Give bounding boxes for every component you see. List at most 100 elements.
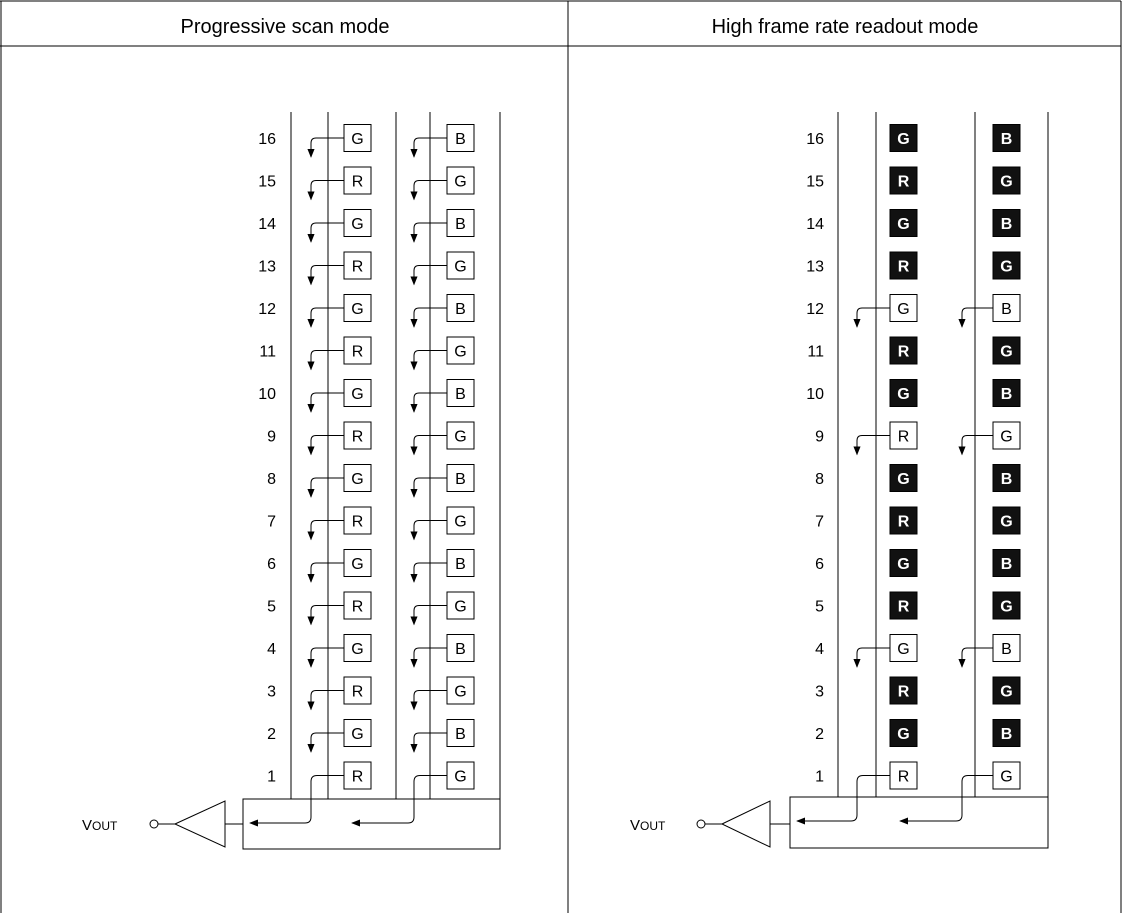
row-number: 7 <box>815 514 824 531</box>
pixel-label: G <box>454 514 466 531</box>
row-number: 12 <box>806 301 824 318</box>
transfer-arrow <box>410 137 447 158</box>
pixel-cell <box>889 124 918 152</box>
transfer-arrow <box>410 222 447 243</box>
pixel-cell <box>889 506 918 535</box>
pixel-label: B <box>1001 301 1012 318</box>
readout-arrow <box>249 775 344 827</box>
pixel-cell <box>992 464 1021 492</box>
row-number: 13 <box>806 259 824 276</box>
pixel-cell <box>889 251 918 280</box>
row-number: 4 <box>815 641 824 658</box>
row-number: 16 <box>258 131 276 148</box>
pixel-cell <box>343 464 372 492</box>
pixel-cell <box>889 336 918 365</box>
transfer-arrow <box>307 265 344 286</box>
pixel-label: G <box>351 216 363 233</box>
row-number: 12 <box>258 301 276 318</box>
pixel-label: G <box>1000 259 1012 276</box>
pixel-label: G <box>351 301 363 318</box>
pixel-cell <box>343 124 372 152</box>
pixel-cell <box>992 294 1021 322</box>
pixel-cell <box>343 676 372 705</box>
output-terminal <box>149 819 159 829</box>
vout-label: VOUT <box>630 817 666 834</box>
pixel-label: B <box>1001 556 1013 573</box>
pixel-cell <box>992 676 1021 705</box>
vout-label: VOUT <box>82 817 118 834</box>
pixel-cell <box>343 634 372 662</box>
vout-label-subscript: OUT <box>92 819 118 833</box>
pixel-cell <box>446 719 475 747</box>
row-number: 1 <box>267 769 276 786</box>
pixel-label: R <box>898 259 910 276</box>
pixel-label: G <box>1000 599 1012 616</box>
transfer-arrow <box>307 222 344 243</box>
transfer-arrow <box>958 435 993 456</box>
pixel-cell <box>889 166 918 195</box>
transfer-arrow <box>307 350 344 371</box>
transfer-arrow <box>307 520 344 541</box>
pixel-label: G <box>897 386 909 403</box>
pixel-cell <box>446 294 475 322</box>
pixel-cell <box>343 336 372 365</box>
pixel-label: G <box>897 131 909 148</box>
pixel-label: G <box>897 471 909 488</box>
transfer-arrow <box>410 647 447 668</box>
pixel-label: G <box>351 556 363 573</box>
transfer-arrow <box>307 180 344 201</box>
transfer-arrow <box>410 307 447 328</box>
transfer-arrow <box>307 647 344 668</box>
pixel-label: G <box>897 556 909 573</box>
readout-arrow <box>351 775 447 827</box>
pixel-cell <box>446 166 475 195</box>
pixel-cell <box>992 379 1021 407</box>
pixel-cell <box>889 294 918 322</box>
pixel-label: G <box>454 769 466 786</box>
row-number: 6 <box>267 556 276 573</box>
pixel-cell <box>889 421 918 450</box>
transfer-arrow <box>307 307 344 328</box>
transfer-arrow <box>410 350 447 371</box>
transfer-arrow <box>410 605 447 626</box>
pixel-cell <box>992 506 1021 535</box>
pixel-cell <box>889 464 918 492</box>
row-number: 13 <box>258 259 276 276</box>
pixel-cell <box>889 719 918 747</box>
pixel-label: B <box>455 216 466 233</box>
pixel-label: G <box>1000 514 1012 531</box>
pixel-label: R <box>898 344 910 361</box>
pixel-label: G <box>1000 684 1012 701</box>
row-number: 2 <box>267 726 276 743</box>
pixel-label: G <box>351 471 363 488</box>
pixel-label: G <box>1000 344 1012 361</box>
row-number: 14 <box>806 216 824 233</box>
panel-title-progressive: Progressive scan mode <box>181 16 390 38</box>
pixel-cell <box>889 676 918 705</box>
row-number: 9 <box>815 429 824 446</box>
pixel-label: B <box>455 301 466 318</box>
transfer-arrow <box>410 180 447 201</box>
transfer-arrow <box>853 647 890 668</box>
row-number: 3 <box>267 684 276 701</box>
pixel-label: R <box>898 684 910 701</box>
pixel-label: G <box>897 301 909 318</box>
transfer-arrow <box>307 605 344 626</box>
pixel-cell <box>889 209 918 237</box>
row-number: 15 <box>806 174 824 191</box>
pixel-label: B <box>1001 131 1013 148</box>
readout-arrow <box>899 775 993 825</box>
row-number: 11 <box>259 344 276 361</box>
pixel-label: B <box>455 131 466 148</box>
pixel-cell <box>992 166 1021 195</box>
pixel-cell <box>992 251 1021 280</box>
transfer-arrow <box>853 435 890 456</box>
row-number: 16 <box>806 131 824 148</box>
pixel-label: B <box>1001 386 1013 403</box>
pixel-label: B <box>1001 216 1013 233</box>
pixel-label: R <box>898 174 910 191</box>
transfer-arrow <box>410 265 447 286</box>
pixel-label: R <box>352 429 364 446</box>
row-number: 11 <box>807 344 824 361</box>
pixel-label: R <box>898 769 910 786</box>
